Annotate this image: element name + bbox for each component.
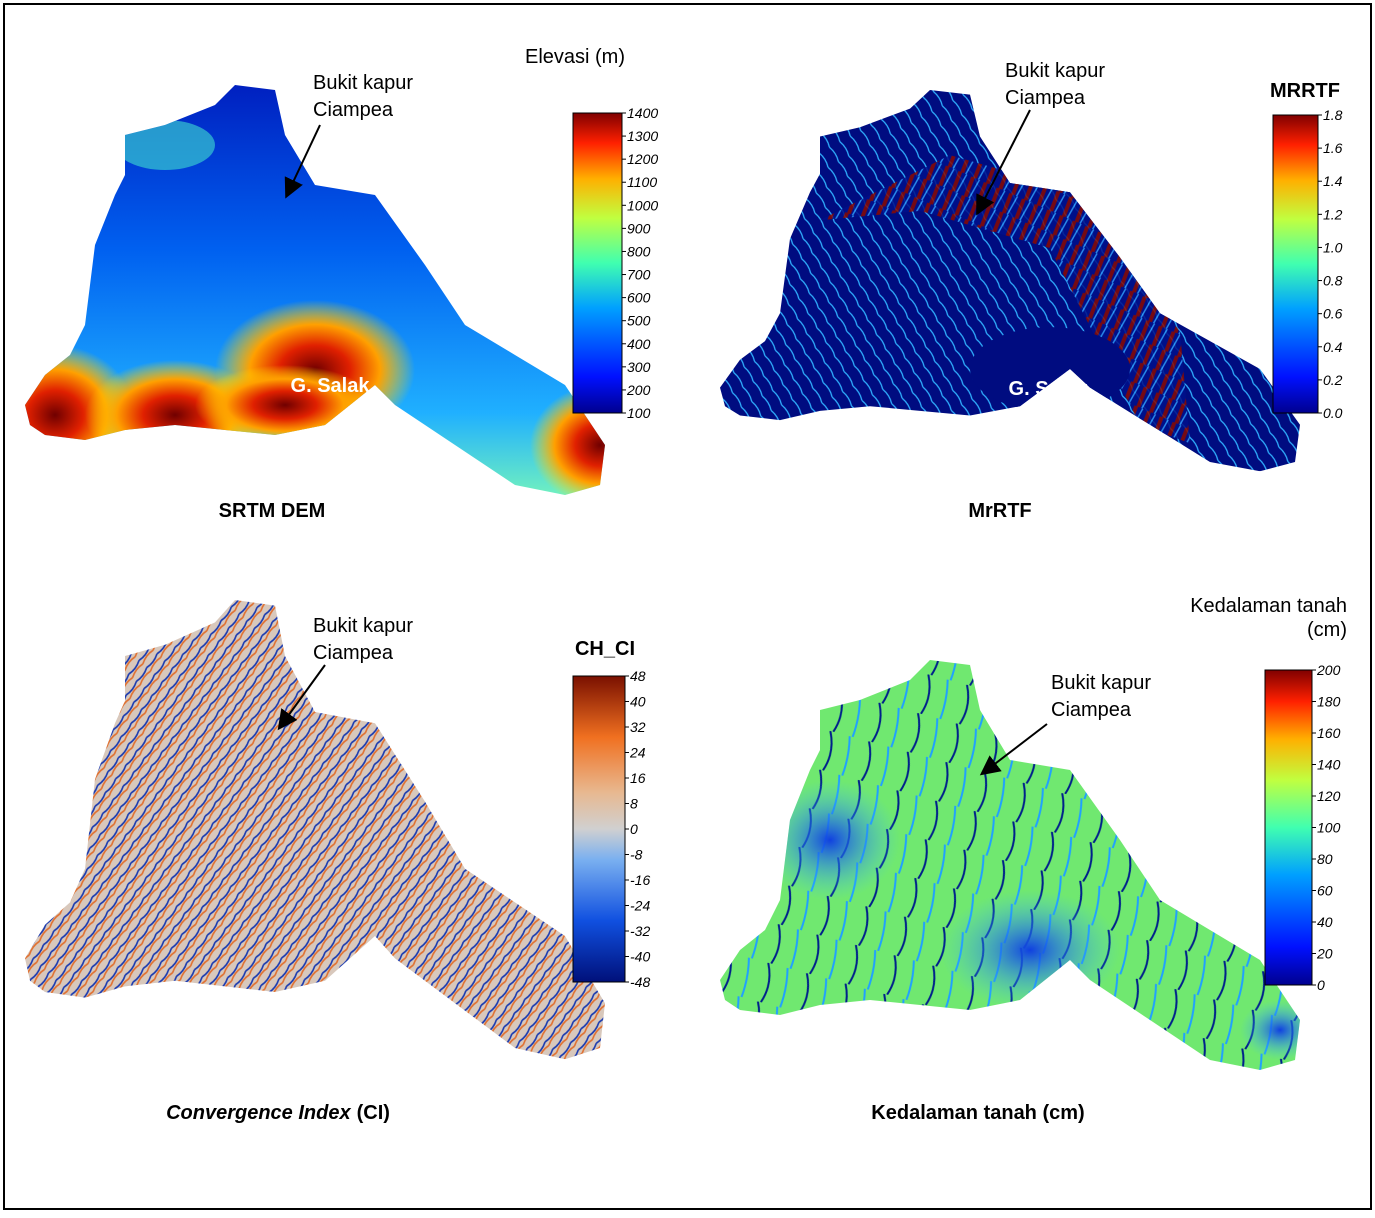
colorbar-tick-label: -24 <box>630 898 650 914</box>
colorbar-tick-label: 0 <box>630 821 638 837</box>
peak-label: G. Salak <box>1009 378 1089 400</box>
colorbar-tick-label: 120 <box>1317 788 1341 804</box>
colorbar <box>1273 115 1318 413</box>
map-shallow <box>940 890 1120 1010</box>
colorbar <box>573 113 622 413</box>
colorbar-tick-label: 60 <box>1317 883 1333 899</box>
colorbar-tick-label: 48 <box>630 668 646 684</box>
colorbar <box>573 676 625 982</box>
annotation: Bukit kapur <box>313 615 413 637</box>
colorbar-tick-label: 200 <box>1316 662 1341 678</box>
colorbar-tick-label: 140 <box>1317 757 1341 773</box>
map-shallow <box>760 780 900 900</box>
colorbar-tick-label: 600 <box>627 290 651 306</box>
legend-title: Kedalaman tanah <box>1190 595 1347 617</box>
annotation: Ciampea <box>1005 87 1086 109</box>
colorbar-tick-label: 1.6 <box>1323 140 1343 156</box>
colorbar-tick-label: 16 <box>630 770 646 786</box>
colorbar-tick-label: 200 <box>626 382 651 398</box>
colorbar-tick-label: 20 <box>1316 946 1333 962</box>
colorbar-tick-label: 0.8 <box>1323 273 1343 289</box>
annotation: Bukit kapur <box>1005 60 1105 82</box>
map <box>0 85 670 505</box>
caption-part: (CI) <box>357 1102 390 1124</box>
colorbar-tick-label: 300 <box>627 359 651 375</box>
panel-caption: Kedalaman tanah (cm) <box>871 1102 1084 1124</box>
legend-title: MRRTF <box>1270 80 1340 102</box>
colorbar-tick-label: 0.2 <box>1323 372 1343 388</box>
colorbar-tick-label: 1.0 <box>1323 239 1343 255</box>
annotation: Ciampea <box>1051 699 1132 721</box>
annotation: Bukit kapur <box>1051 672 1151 694</box>
colorbar-tick-label: 1.8 <box>1323 107 1343 123</box>
colorbar-tick-label: 1100 <box>627 174 657 190</box>
colorbar-tick-label: 1300 <box>627 128 658 144</box>
colorbar-tick-label: 24 <box>629 745 646 761</box>
annotation: Ciampea <box>313 642 394 664</box>
panel-caption: SRTM DEM <box>219 500 326 522</box>
caption-part: Kedalaman tanah (cm) <box>871 1102 1084 1124</box>
legend-title: Elevasi (m) <box>525 46 625 68</box>
colorbar-tick-label: 1200 <box>627 151 658 167</box>
map <box>720 660 1320 1070</box>
colorbar-tick-label: 8 <box>630 796 638 812</box>
peak-label: G. Salak <box>291 375 371 397</box>
map <box>25 600 605 1059</box>
colorbar-tick-label: 900 <box>627 220 651 236</box>
figure: 1400130012001100100090080070060050040030… <box>0 0 1375 1213</box>
colorbar-tick-label: 700 <box>627 267 651 283</box>
colorbar-tick-label: 80 <box>1317 851 1333 867</box>
colorbar-tick-label: 100 <box>627 405 651 421</box>
annotation: Ciampea <box>313 99 394 121</box>
colorbar-tick-label: -48 <box>630 974 650 990</box>
map-base <box>25 85 605 495</box>
colorbar-tick-label: 0.4 <box>1323 339 1343 355</box>
legend-title: (cm) <box>1307 619 1347 641</box>
colorbar-tick-label: 500 <box>627 313 651 329</box>
colorbar-tick-label: 1000 <box>627 197 658 213</box>
colorbar-tick-label: 160 <box>1317 725 1341 741</box>
caption-part: SRTM DEM <box>219 500 326 522</box>
map-base <box>25 600 605 1059</box>
colorbar-tick-label: 400 <box>627 336 651 352</box>
colorbar-tick-label: 1.2 <box>1323 206 1343 222</box>
colorbar-tick-label: -8 <box>630 847 643 863</box>
colorbar-tick-label: -40 <box>630 949 650 965</box>
legend-title: CH_CI <box>575 638 635 660</box>
colorbar-tick-label: 40 <box>1317 914 1333 930</box>
colorbar-tick-label: 1.4 <box>1323 173 1343 189</box>
map-lowland <box>115 120 215 170</box>
caption-part: MrRTF <box>968 500 1031 522</box>
colorbar-tick-label: -16 <box>630 872 650 888</box>
caption-part: Convergence Index <box>166 1102 351 1124</box>
colorbar-tick-label: -32 <box>630 923 650 939</box>
colorbar <box>1265 670 1312 985</box>
colorbar-tick-label: 100 <box>1317 820 1341 836</box>
colorbar-tick-label: 0 <box>1317 977 1325 993</box>
colorbar-tick-label: 0.0 <box>1323 405 1343 421</box>
panel-caption: Convergence Index (CI) <box>166 1102 390 1124</box>
colorbar-tick-label: 800 <box>627 243 651 259</box>
colorbar-tick-label: 1400 <box>627 105 658 121</box>
colorbar-tick-label: 40 <box>630 694 646 710</box>
colorbar-tick-label: 32 <box>630 719 646 735</box>
colorbar-tick-label: 180 <box>1317 694 1341 710</box>
colorbar-tick-label: 0.6 <box>1323 306 1343 322</box>
map-shallow <box>1240 1000 1320 1060</box>
panel-caption: MrRTF <box>968 500 1031 522</box>
annotation: Bukit kapur <box>313 72 413 94</box>
